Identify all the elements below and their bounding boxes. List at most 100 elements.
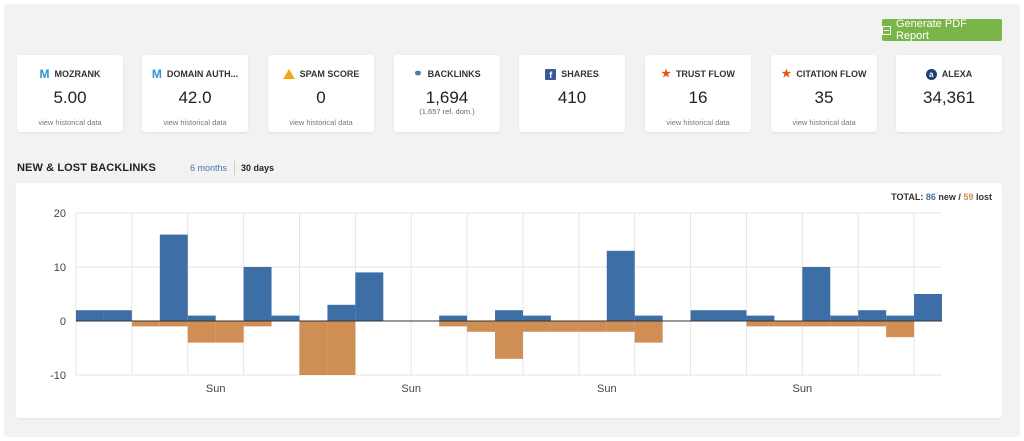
view-historical-link[interactable]: view historical data [792, 118, 856, 127]
bar-new [495, 310, 523, 321]
total-new-count: 86 [925, 192, 936, 202]
metric-card: M DOMAIN AUTH... 42.0 view historical data [142, 55, 248, 132]
metric-label: MOZRANK [54, 69, 101, 79]
range-30-days-link[interactable]: 30 days [241, 163, 275, 173]
bar-lost [774, 321, 803, 327]
bar-lost [159, 321, 188, 327]
metric-card: ★ CITATION FLOW 35 view historical data [771, 55, 877, 132]
metric-label: DOMAIN AUTH... [166, 69, 239, 79]
star-icon: ★ [781, 67, 792, 80]
total-lost-word: lost [975, 192, 992, 202]
bar-new [858, 310, 887, 321]
metric-card: SPAM SCORE 0 view historical data [268, 55, 374, 132]
metric-value: 34,361 [923, 88, 975, 107]
bar-lost [578, 321, 607, 332]
view-historical-link[interactable]: view historical data [163, 118, 227, 127]
metric-subtext: (1,657 ref. dom.) [419, 107, 475, 116]
metric-header: M MOZRANK [17, 68, 123, 80]
bar-lost [327, 321, 356, 375]
backlinks-bar-chart: 20 10 0 -10 Sun Sun Sun Sun [50, 208, 942, 395]
bar-new [830, 315, 859, 321]
bar-new [159, 234, 188, 321]
bar-new [187, 315, 216, 321]
bar-new [802, 267, 831, 321]
moz-icon: M [39, 66, 50, 81]
bar-new [606, 250, 635, 321]
warning-icon [282, 69, 295, 79]
bar-new [103, 310, 132, 321]
bar-lost [495, 321, 523, 359]
total-separator: / [958, 192, 961, 202]
y-tick-label: 0 [60, 316, 66, 328]
metric-header: M DOMAIN AUTH... [142, 68, 248, 80]
metric-header: ⚭ BACKLINKS [394, 68, 500, 80]
metric-label: SHARES [561, 69, 599, 79]
bar-lost [550, 321, 579, 332]
metric-header: ★ CITATION FLOW [771, 68, 877, 80]
bar-new [690, 310, 719, 321]
bar-lost [802, 321, 831, 327]
bar-new [271, 315, 300, 321]
pdf-icon [882, 25, 891, 35]
bar-new [355, 272, 384, 321]
bar-new [522, 315, 551, 321]
bar-new [243, 267, 272, 321]
bar-new [439, 315, 468, 321]
bar-lost [243, 321, 272, 327]
metric-card: M MOZRANK 5.00 view historical data [17, 55, 123, 132]
bar-lost [746, 321, 775, 327]
x-tick-label: Sun [206, 383, 226, 395]
bar-lost [606, 321, 635, 332]
bar-lost [886, 321, 915, 338]
y-tick-label: 10 [54, 262, 66, 274]
metric-label: CITATION FLOW [796, 69, 867, 79]
y-tick-label: 20 [54, 208, 66, 220]
star-icon: ★ [661, 67, 671, 80]
bar-lost [467, 321, 496, 332]
bar-new [634, 315, 663, 321]
metric-label: SPAM SCORE [299, 69, 360, 79]
metric-label: TRUST FLOW [675, 69, 735, 79]
generate-pdf-label: Generate PDF Report [895, 18, 967, 42]
bar-lost [187, 321, 216, 343]
bar-lost [439, 321, 468, 327]
generate-pdf-button[interactable]: Generate PDF Report [882, 18, 1002, 42]
link-icon: ⚭ [413, 67, 423, 80]
range-6-months-link[interactable]: 6 months [190, 163, 228, 173]
y-tick-label: -10 [50, 370, 66, 382]
metric-value: 0 [316, 88, 326, 107]
x-tick-label: Sun [401, 383, 421, 395]
metric-card: f SHARES 410 [519, 55, 625, 132]
metric-label: BACKLINKS [427, 69, 481, 79]
view-historical-link[interactable]: view historical data [38, 118, 102, 127]
metric-value: 410 [557, 88, 587, 107]
metric-value: 5.00 [53, 88, 87, 107]
bar-new [76, 310, 104, 321]
bar-new [327, 304, 356, 321]
view-historical-link[interactable]: view historical data [666, 118, 730, 127]
total-lost-count: 59 [963, 192, 974, 202]
bar-lost [858, 321, 887, 327]
backlinks-chart-card: TOTAL: 86 new / 59 lost 20 10 0 -10 Sun Sun Su… [16, 183, 1002, 418]
bar-lost [830, 321, 859, 327]
total-new-word: new [938, 192, 956, 202]
total-summary: TOTAL: 86 new / 59 lost [891, 192, 992, 202]
bar-lost [299, 321, 328, 375]
facebook-icon: f [545, 68, 557, 80]
view-historical-link[interactable]: view historical data [289, 118, 353, 127]
metric-value: 16 [688, 88, 708, 107]
bar-new [746, 315, 775, 321]
bar-lost [634, 321, 663, 343]
metric-card: a ALEXA 34,361 [896, 55, 1002, 132]
metric-label: ALEXA [941, 69, 973, 79]
metric-value: 42.0 [178, 88, 212, 107]
bar-lost [215, 321, 244, 343]
metric-value: 35 [814, 88, 834, 107]
metric-header: SPAM SCORE [268, 68, 374, 80]
bar-new [886, 315, 915, 321]
moz-icon: M [151, 66, 162, 81]
bar-lost [131, 321, 160, 327]
alexa-icon: a [925, 68, 937, 80]
metric-value: 1,694 [425, 88, 469, 107]
bar-new [914, 294, 942, 321]
